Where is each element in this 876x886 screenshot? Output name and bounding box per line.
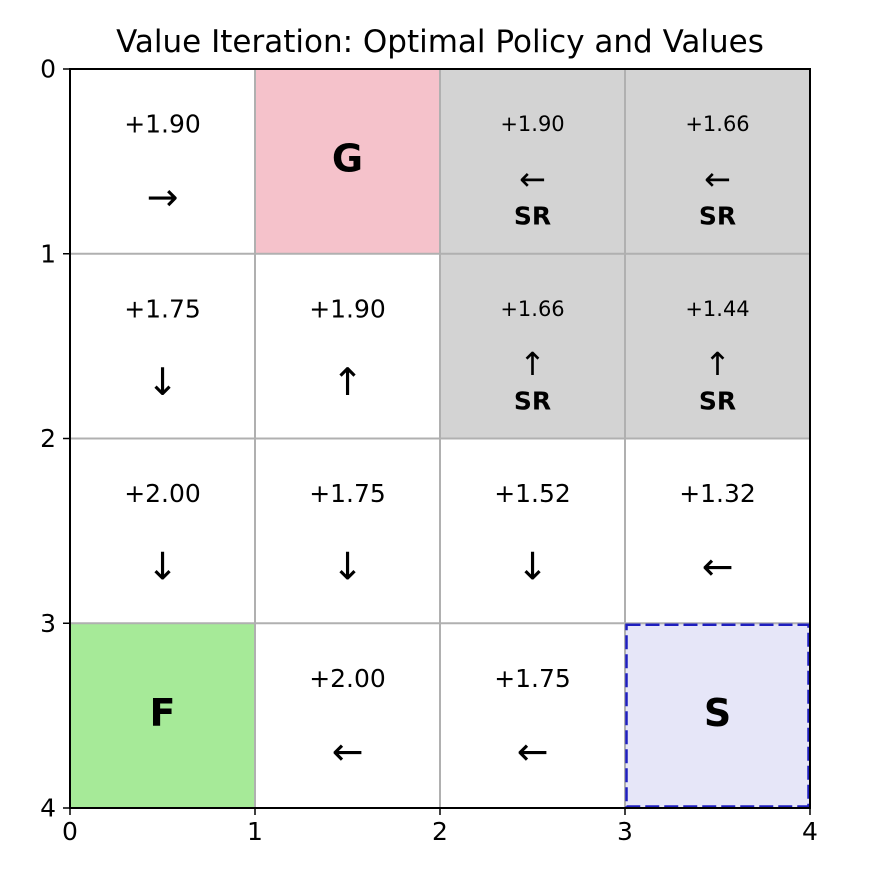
x-tick-label: 0 (62, 817, 78, 846)
cell-r0-c0 (70, 69, 255, 254)
y-tick-label: 0 (40, 55, 56, 84)
policy-arrow: ↓ (147, 545, 179, 589)
policy-arrow: ↓ (332, 545, 364, 589)
chart-title: Value Iteration: Optimal Policy and Valu… (116, 24, 764, 60)
y-tick-label: 3 (40, 609, 56, 638)
cell-value: +1.75 (124, 294, 201, 323)
special-region-tag: SR (699, 386, 736, 415)
cell-r3-c1 (255, 623, 440, 808)
cell-value: +1.66 (685, 112, 749, 136)
policy-arrow: ↑ (519, 345, 546, 383)
cell-r2-c3 (625, 438, 810, 624)
policy-arrow: ← (332, 729, 364, 773)
cell-r1-c3 (625, 253, 810, 439)
cell-r3-c3 (625, 623, 810, 808)
cell-r1-c1 (255, 253, 440, 439)
policy-arrow: → (147, 175, 179, 219)
y-tick-label: 4 (40, 794, 56, 823)
cell-value: +1.66 (500, 297, 564, 321)
cell-label-food: F (150, 691, 176, 735)
cell-r0-c2 (440, 69, 625, 254)
cell-value: +1.90 (124, 110, 201, 139)
policy-arrow: ← (519, 160, 546, 198)
cell-r2-c0 (70, 438, 255, 624)
cell-value: +1.32 (679, 479, 756, 508)
cell-value: +1.90 (309, 294, 386, 323)
cell-value: +1.52 (494, 479, 571, 508)
y-tick-label: 2 (40, 424, 56, 453)
cell-r0-c3 (625, 69, 810, 254)
policy-arrow: ↓ (147, 360, 179, 404)
cell-r1-c2 (440, 253, 625, 439)
cell-r2-c2 (440, 438, 625, 624)
x-tick-label: 1 (247, 817, 263, 846)
cell-r3-c2 (440, 623, 625, 808)
grid-cells (70, 69, 810, 808)
grid-lines (70, 69, 810, 808)
start-cell-border (625, 623, 810, 808)
cell-r3-c0 (70, 623, 255, 808)
x-tick-label: 4 (802, 817, 818, 846)
cell-labels: +1.90 → G +1.90 ← SR +1.66 ← SR +1.75 ↓ +1.90 ↑ +1.66… (124, 110, 810, 808)
cell-r0-c1 (255, 69, 440, 254)
cell-value: +1.75 (494, 664, 571, 693)
cell-value: +1.90 (500, 112, 564, 136)
policy-arrow: ↑ (704, 345, 731, 383)
x-tick-label: 2 (432, 817, 448, 846)
special-region-tag: SR (514, 202, 551, 231)
cell-value: +1.75 (309, 479, 386, 508)
cell-r1-c0 (70, 253, 255, 439)
cell-value: +2.00 (309, 664, 386, 693)
special-region-tag: SR (514, 386, 551, 415)
cell-label-start: S (704, 691, 731, 735)
x-tick-label: 3 (617, 817, 633, 846)
policy-arrow: ← (704, 160, 731, 198)
policy-arrow: ← (702, 545, 734, 589)
cell-value: +2.00 (124, 479, 201, 508)
policy-arrow: ← (517, 729, 549, 773)
policy-arrow: ↑ (332, 360, 364, 404)
policy-arrow: ↓ (517, 545, 549, 589)
cell-value: +1.44 (685, 297, 749, 321)
special-region-tag: SR (699, 202, 736, 231)
cell-label-goal: G (332, 137, 363, 181)
cell-r2-c1 (255, 438, 440, 624)
y-tick-label: 1 (40, 239, 56, 268)
